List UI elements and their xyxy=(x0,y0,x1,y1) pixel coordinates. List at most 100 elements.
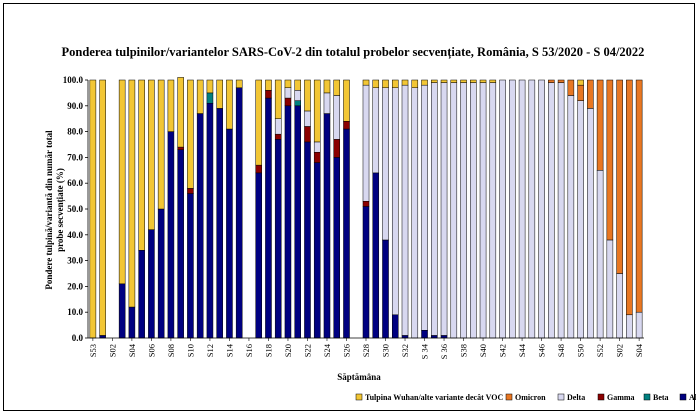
bar-gamma-S10 xyxy=(187,188,194,194)
bar-delta-S51 xyxy=(587,108,594,339)
bar-omicron-S04 xyxy=(635,79,643,313)
bar-tulpina-S22 xyxy=(304,79,311,112)
bar-tulpina-S36 xyxy=(440,79,448,83)
x-tick-label: S46 xyxy=(537,344,547,357)
bar-tulpina-S40 xyxy=(479,79,487,83)
bar-tulpina-S15 xyxy=(235,79,243,88)
bar-alpha-S04 xyxy=(128,306,136,339)
bar-omicron-S47 xyxy=(548,79,555,83)
bar-tulpina-S35 xyxy=(431,79,438,83)
bar-delta-S33 xyxy=(411,87,419,339)
x-tick-label: S06 xyxy=(146,344,156,357)
bar-alpha-S31 xyxy=(391,314,399,339)
bar-beta-S21 xyxy=(294,100,302,107)
bar-delta-S28 xyxy=(362,84,370,202)
bar-tulpina-S07 xyxy=(157,79,165,210)
bar-delta-S03 xyxy=(626,314,633,339)
bar-delta-S02 xyxy=(616,273,623,339)
bar-delta-S50 xyxy=(577,100,584,339)
x-tick-label: S16 xyxy=(244,344,254,357)
bar-alpha-S28 xyxy=(362,206,370,339)
y-tick-label: 20.0 xyxy=(67,281,83,291)
bar-delta-S45 xyxy=(528,79,536,339)
y-tick-label: 100.0 xyxy=(63,75,84,85)
bar-omicron-S52 xyxy=(596,79,604,171)
x-tick-label: S10 xyxy=(185,344,195,357)
legend-swatch xyxy=(505,393,513,401)
y-tick-label: 50.0 xyxy=(67,204,83,214)
bar-delta-S25 xyxy=(333,95,341,140)
bar-alpha-S23 xyxy=(313,162,321,339)
bar-delta-S37 xyxy=(450,82,458,339)
y-axis-label: Pondere tulpină/variantă din număr total… xyxy=(44,130,65,290)
bar-alpha-S03 xyxy=(118,283,126,339)
x-tick-label: S08 xyxy=(166,344,176,357)
y-tick-label: 90.0 xyxy=(67,101,83,111)
x-tick-label: S26 xyxy=(341,344,351,357)
x-tick-label: S 34 xyxy=(420,343,430,359)
bar-alpha-S19 xyxy=(274,139,282,339)
x-axis-label: Săptămâna xyxy=(337,372,381,382)
bar-delta-S23 xyxy=(313,141,321,153)
bar-omicron-S49 xyxy=(567,79,575,96)
bar-gamma-S20 xyxy=(284,97,292,107)
bar-gamma-S17 xyxy=(255,164,262,174)
bar-delta-S38 xyxy=(460,82,467,339)
y-axis-label-line1: Pondere tulpină/variantă din număr total xyxy=(44,130,54,290)
bar-tulpina-S12 xyxy=(206,79,214,94)
bar-tulpina-S19 xyxy=(274,79,282,119)
bar-delta-S21 xyxy=(294,90,302,101)
bar-tulpina-S03 xyxy=(118,79,126,285)
legend-swatch xyxy=(643,393,651,401)
chart-title: Ponderea tulpinilor/variantelor SARS-CoV… xyxy=(62,45,645,60)
bar-delta-S47 xyxy=(548,82,555,339)
x-tick-label: S18 xyxy=(263,344,273,357)
legend-label: Beta xyxy=(653,393,669,402)
bar-tulpina-S34 xyxy=(421,79,428,86)
bar-omicron-S03 xyxy=(626,79,633,316)
bar-alpha-S21 xyxy=(294,105,302,339)
x-tick-label: S28 xyxy=(361,344,371,357)
bar-delta-S01 xyxy=(606,239,614,339)
y-tick-label: 30.0 xyxy=(67,256,83,266)
bar-alpha-S17 xyxy=(255,172,262,339)
bar-tulpina-S38 xyxy=(460,79,467,83)
x-tick-label: S44 xyxy=(517,343,527,357)
bar-omicron-S51 xyxy=(587,79,594,109)
bar-alpha-S25 xyxy=(333,157,341,339)
bar-alpha-S12 xyxy=(206,102,214,339)
chart-frame: Ponderea tulpinilor/variantelor SARS-CoV… xyxy=(3,3,696,411)
bar-alpha-S07 xyxy=(157,208,165,339)
bar-alpha-S26 xyxy=(343,128,350,339)
bar-alpha-S06 xyxy=(148,229,155,339)
bar-tulpina-S05 xyxy=(138,79,145,251)
x-tick-label: S42 xyxy=(498,344,508,357)
bar-gamma-S26 xyxy=(343,121,350,130)
bar-delta-S42 xyxy=(499,79,506,339)
bar-tulpina-S21 xyxy=(294,79,302,91)
bar-tulpina-S18 xyxy=(265,79,272,91)
x-tick-label: S48 xyxy=(556,344,566,357)
bar-delta-S43 xyxy=(509,79,516,339)
bar-gamma-S09 xyxy=(177,146,184,150)
bar-tulpina-S37 xyxy=(450,79,458,83)
bar-tulpina-S10 xyxy=(187,79,194,189)
bar-tulpina-S20 xyxy=(284,79,292,88)
bar-gamma-S22 xyxy=(304,126,311,143)
x-tick-label: S52 xyxy=(595,344,605,357)
x-tick-label: S02 xyxy=(615,344,625,357)
bar-tulpina-S41 xyxy=(489,79,497,83)
x-tick-label: S04 xyxy=(634,343,644,357)
bar-tulpina-S53 xyxy=(89,79,97,339)
y-axis-label-line2: probe secvențiate (%) xyxy=(55,168,65,252)
bar-delta-S24 xyxy=(323,92,331,114)
legend-label: Alpha xyxy=(689,393,696,402)
bar-tulpina-S23 xyxy=(313,79,321,143)
y-tick-label: 40.0 xyxy=(67,230,83,240)
bar-tulpina-S06 xyxy=(148,79,155,230)
bar-tulpina-S14 xyxy=(226,79,233,130)
y-tick-label: 10.0 xyxy=(67,307,83,317)
bar-tulpina-S13 xyxy=(216,79,223,109)
bar-tulpina-S50 xyxy=(577,79,584,86)
bar-tulpina-S26 xyxy=(343,79,350,122)
